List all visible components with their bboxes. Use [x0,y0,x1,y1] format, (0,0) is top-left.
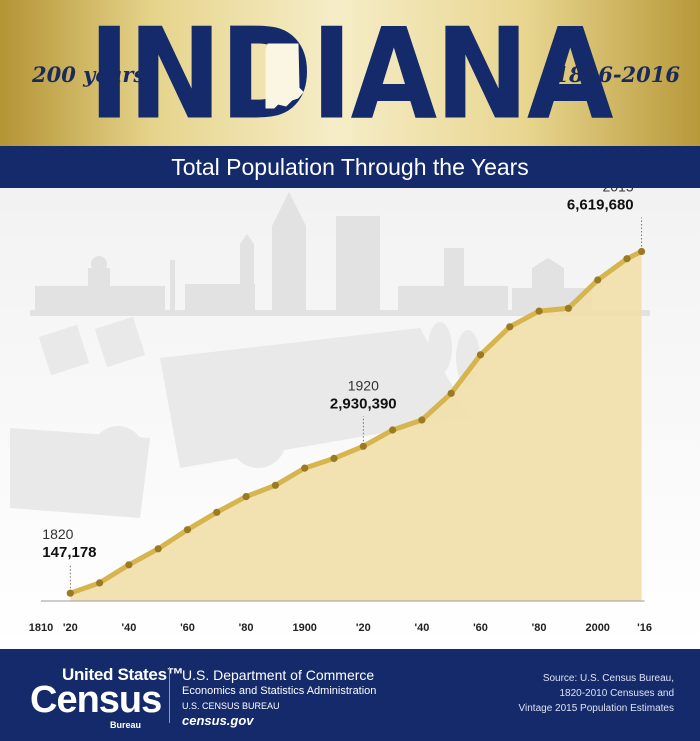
data-point-1860 [183,526,192,534]
annotation-year: 1820 [42,526,73,542]
chart-area: 1810 '20 '40 '60 '80 1900 '20 '40 '60 '80 2000 '16 1… [0,188,700,649]
x-tick-label: '16 [637,622,652,634]
header-banner: 200 years INDIANA 1816-2016 [0,0,700,148]
data-point-2015 [638,247,646,256]
population-chart: 1810 '20 '40 '60 '80 1900 '20 '40 '60 '80 2000 '16 1… [0,188,700,649]
dept-line3: U.S. CENSUS BUREAU [182,701,280,711]
census-logo-top: United States™ [62,665,184,684]
census-gov-link[interactable]: census.gov [182,713,254,728]
data-point-1950 [447,389,455,397]
data-point-1970 [506,323,514,331]
data-point-2000 [594,276,602,284]
x-tick-label: '40 [414,622,429,634]
plot-group: 1810 '20 '40 '60 '80 1900 '20 '40 '60 '80 2000 '16 1… [29,188,652,634]
dept-line2: Economics and Statistics Administration [182,685,377,697]
x-tick-label: '80 [532,622,547,634]
x-tick-label: '20 [356,622,371,634]
census-logo-word: Census [30,679,162,721]
farm-decoration [10,316,480,518]
data-point-1900 [301,464,309,472]
x-tick-label: 1810 [29,622,53,634]
census-logo-bureau: Bureau [110,720,142,730]
annotation-year: 1920 [348,377,379,393]
source-line1: Source: U.S. Census Bureau, [542,673,674,684]
footer-divider [169,667,170,723]
data-point-1850 [154,545,162,553]
source-line3: Vintage 2015 Population Estimates [518,703,674,714]
source-line2: 1820-2010 Censuses and [559,688,674,699]
x-tick-label: '60 [473,622,488,634]
data-point-1820 [66,589,74,597]
x-tick-label: 1900 [292,622,316,634]
data-point-2010 [623,255,631,263]
data-point-1840 [125,561,133,569]
subtitle-band: Total Population Through the Years [0,146,700,188]
chart-title: Total Population Through the Years [171,153,529,180]
state-title: INDIANA [88,2,613,148]
years-right-label: 1816-2016 [554,62,680,87]
data-point-1830 [96,579,104,587]
data-point-1870 [213,508,221,516]
indiana-map-icon [265,43,304,109]
data-point-1940 [418,416,426,424]
data-point-1910 [330,454,338,462]
data-point-1880 [242,493,250,501]
skyline-decoration [30,192,650,316]
annotation-value: 2,930,390 [330,395,397,412]
annotation-value: 6,619,680 [567,197,634,214]
department-block: U.S. Department of Commerce Economics an… [182,667,376,728]
annotation-year: 2015 [602,188,633,195]
dept-line1: U.S. Department of Commerce [182,667,375,683]
data-point-1960 [476,351,485,359]
data-point-1890 [271,481,279,489]
x-tick-label: '40 [121,622,136,634]
data-point-1990 [564,304,573,312]
source-note: Source: U.S. Census Bureau, 1820-2010 Ce… [474,671,674,716]
data-point-1930 [389,426,397,434]
data-point-1920 [359,442,367,450]
x-tick-label: 2000 [585,622,609,634]
annotation-value: 147,178 [42,544,96,561]
footer: United States™ Census Bureau U.S. Depart… [0,649,700,741]
x-tick-label: '20 [63,622,78,634]
x-tick-label: '80 [239,622,254,634]
x-tick-label: '60 [180,622,195,634]
years-left-label: 200 years [32,62,146,87]
data-point-1980 [535,307,543,315]
